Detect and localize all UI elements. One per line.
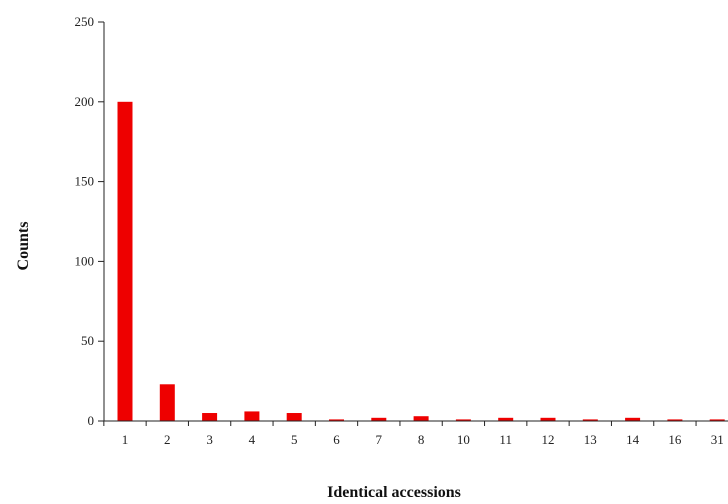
bar-16 bbox=[667, 419, 683, 421]
x-tick-label: 4 bbox=[249, 432, 256, 447]
x-axis-ticks: 1 2 3 4 5 6 7 8 10 11 12 13 14 16 31 bbox=[103, 421, 724, 447]
y-tick-label: 250 bbox=[75, 14, 95, 29]
bar-4 bbox=[244, 411, 260, 421]
x-tick-label: 1 bbox=[122, 432, 129, 447]
x-tick-label: 16 bbox=[668, 432, 682, 447]
x-tick-label: 10 bbox=[457, 432, 470, 447]
x-tick-label: 13 bbox=[584, 432, 597, 447]
bars-group bbox=[117, 101, 725, 422]
bar-8 bbox=[413, 416, 429, 421]
x-tick-label: 8 bbox=[418, 432, 425, 447]
x-tick-label: 3 bbox=[206, 432, 213, 447]
x-tick-label: 5 bbox=[291, 432, 298, 447]
bar-31 bbox=[709, 419, 725, 421]
x-tick-label: 11 bbox=[499, 432, 512, 447]
y-tick-label: 100 bbox=[75, 253, 95, 268]
bar-12 bbox=[540, 417, 556, 421]
bar-7 bbox=[371, 417, 387, 421]
x-tick-label: 31 bbox=[711, 432, 724, 447]
bar-10 bbox=[455, 419, 471, 421]
x-axis-title: Identical accessions bbox=[327, 484, 461, 501]
x-tick-label: 6 bbox=[333, 432, 340, 447]
x-tick-label: 2 bbox=[164, 432, 171, 447]
bar-5 bbox=[286, 413, 302, 421]
bar-2 bbox=[159, 384, 175, 421]
y-axis-ticks: 0 50 100 150 200 250 bbox=[75, 14, 104, 428]
bar-6 bbox=[329, 419, 344, 421]
x-tick-label: 14 bbox=[626, 432, 640, 447]
y-tick-label: 200 bbox=[75, 94, 95, 109]
bar-1 bbox=[117, 101, 133, 422]
y-axis-title: Counts bbox=[15, 222, 32, 271]
x-tick-label: 7 bbox=[376, 432, 383, 447]
bar-13 bbox=[582, 419, 598, 421]
y-tick-label: 0 bbox=[88, 413, 95, 428]
bar-11 bbox=[498, 417, 514, 421]
y-tick-label: 150 bbox=[75, 174, 95, 189]
bar-14 bbox=[625, 417, 641, 421]
x-tick-label: 12 bbox=[542, 432, 555, 447]
y-tick-label: 50 bbox=[81, 333, 94, 348]
bar-3 bbox=[202, 413, 218, 421]
